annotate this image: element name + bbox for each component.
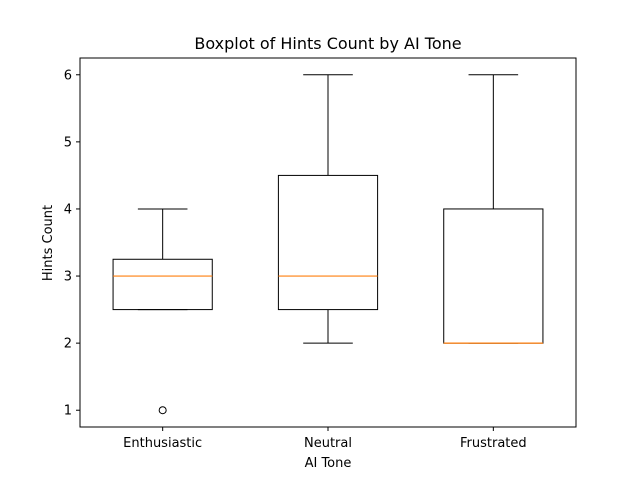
y-tick-label: 5 xyxy=(64,135,72,150)
y-axis-label: Hints Count xyxy=(41,205,56,281)
x-tick-label: Neutral xyxy=(304,436,352,451)
plot-area-frame xyxy=(79,57,577,428)
x-axis-label: AI Tone xyxy=(305,456,352,471)
y-tick-label: 1 xyxy=(64,404,72,419)
x-tick-label: Frustrated xyxy=(460,436,527,451)
y-tick-label: 3 xyxy=(64,270,72,285)
x-tick-label: Enthusiastic xyxy=(123,436,202,451)
iqr-box xyxy=(112,258,213,311)
box-group-enthusiastic xyxy=(112,208,213,415)
y-tick-label: 4 xyxy=(64,202,72,217)
chart-title: Boxplot of Hints Count by AI Tone xyxy=(194,34,461,53)
y-tick-label: 2 xyxy=(64,337,72,352)
boxes xyxy=(112,74,544,415)
y-tick-label: 6 xyxy=(64,68,72,83)
box-group-frustrated xyxy=(443,74,544,344)
outlier-point xyxy=(158,406,167,415)
box-group-neutral xyxy=(277,74,379,344)
iqr-box xyxy=(277,174,379,311)
axes: 1 2 3 4 5 6 Enthusiastic Neutral Frustrated xyxy=(64,68,527,451)
